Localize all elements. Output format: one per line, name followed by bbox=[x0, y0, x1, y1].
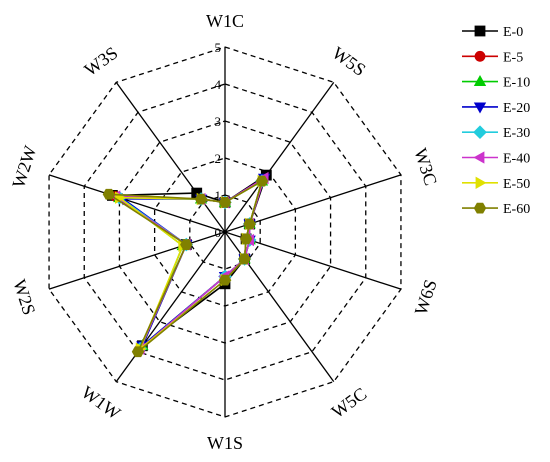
grid-ring bbox=[189, 194, 261, 270]
radial-tick-label: 2 bbox=[215, 151, 222, 166]
legend-item: E-10 bbox=[462, 75, 530, 91]
legend-label: E-30 bbox=[503, 126, 530, 141]
data-point bbox=[238, 253, 251, 265]
axis-spoke bbox=[224, 81, 335, 233]
data-point bbox=[474, 25, 486, 37]
radial-tick-label: 0 bbox=[215, 225, 222, 240]
axis-label: W1W bbox=[78, 382, 125, 423]
axis-spoke bbox=[48, 174, 226, 233]
legend-item: E-40 bbox=[462, 151, 530, 167]
radial-tick-labels: 0 1 2 3 4 5 bbox=[215, 40, 222, 240]
legend-label: E-10 bbox=[503, 76, 530, 91]
data-point bbox=[239, 233, 253, 245]
data-point bbox=[218, 274, 232, 286]
axis-label: W1C bbox=[206, 11, 244, 31]
data-point bbox=[473, 202, 487, 214]
radial-tick-label: 5 bbox=[215, 40, 222, 55]
legend-label: E-20 bbox=[503, 101, 530, 116]
legend-item: E-0 bbox=[462, 25, 523, 40]
axis-label: W3S bbox=[81, 43, 122, 80]
data-point bbox=[180, 239, 193, 250]
legend-item: E-60 bbox=[462, 202, 530, 217]
axis-label: W1S bbox=[207, 433, 243, 453]
data-point bbox=[474, 50, 486, 62]
axis-label: W5C bbox=[328, 383, 370, 422]
legend-item: E-30 bbox=[462, 125, 530, 141]
legend-item: E-50 bbox=[462, 176, 530, 192]
radial-tick-label: 4 bbox=[215, 77, 222, 92]
radial-tick-label: 3 bbox=[215, 114, 222, 129]
data-point bbox=[218, 197, 232, 208]
axis-label: W3C bbox=[410, 146, 441, 188]
legend-label: E-50 bbox=[503, 177, 530, 192]
data-point bbox=[194, 193, 208, 205]
data-point bbox=[473, 75, 487, 86]
axis-label: W2W bbox=[8, 143, 40, 190]
series-e-60 bbox=[102, 175, 269, 358]
legend-label: E-0 bbox=[503, 25, 523, 40]
axis-spoke bbox=[115, 81, 226, 233]
legend-label: E-5 bbox=[503, 50, 523, 65]
data-point bbox=[255, 175, 269, 187]
axis-label: W2S bbox=[9, 277, 39, 317]
axis-spoke bbox=[115, 231, 226, 383]
legend-item: E-20 bbox=[462, 101, 530, 116]
legend-label: E-60 bbox=[503, 202, 530, 217]
radar-series bbox=[102, 169, 272, 358]
radar-grid bbox=[48, 46, 402, 418]
data-point bbox=[473, 151, 485, 164]
radial-tick-label: 1 bbox=[215, 188, 222, 203]
data-point bbox=[473, 102, 487, 114]
legend: E-0 E-5 E-10 E-20 E-30 E-40 E-50 E-60 bbox=[462, 25, 530, 217]
axis-spoke bbox=[48, 231, 226, 290]
axis-label: W5S bbox=[329, 43, 370, 80]
data-point bbox=[475, 176, 487, 189]
data-point bbox=[102, 188, 116, 200]
legend-label: E-40 bbox=[503, 152, 530, 167]
axis-label: W6S bbox=[411, 277, 441, 317]
data-point bbox=[243, 218, 256, 230]
data-point bbox=[131, 346, 145, 358]
legend-item: E-5 bbox=[462, 50, 523, 65]
data-point bbox=[473, 125, 487, 140]
